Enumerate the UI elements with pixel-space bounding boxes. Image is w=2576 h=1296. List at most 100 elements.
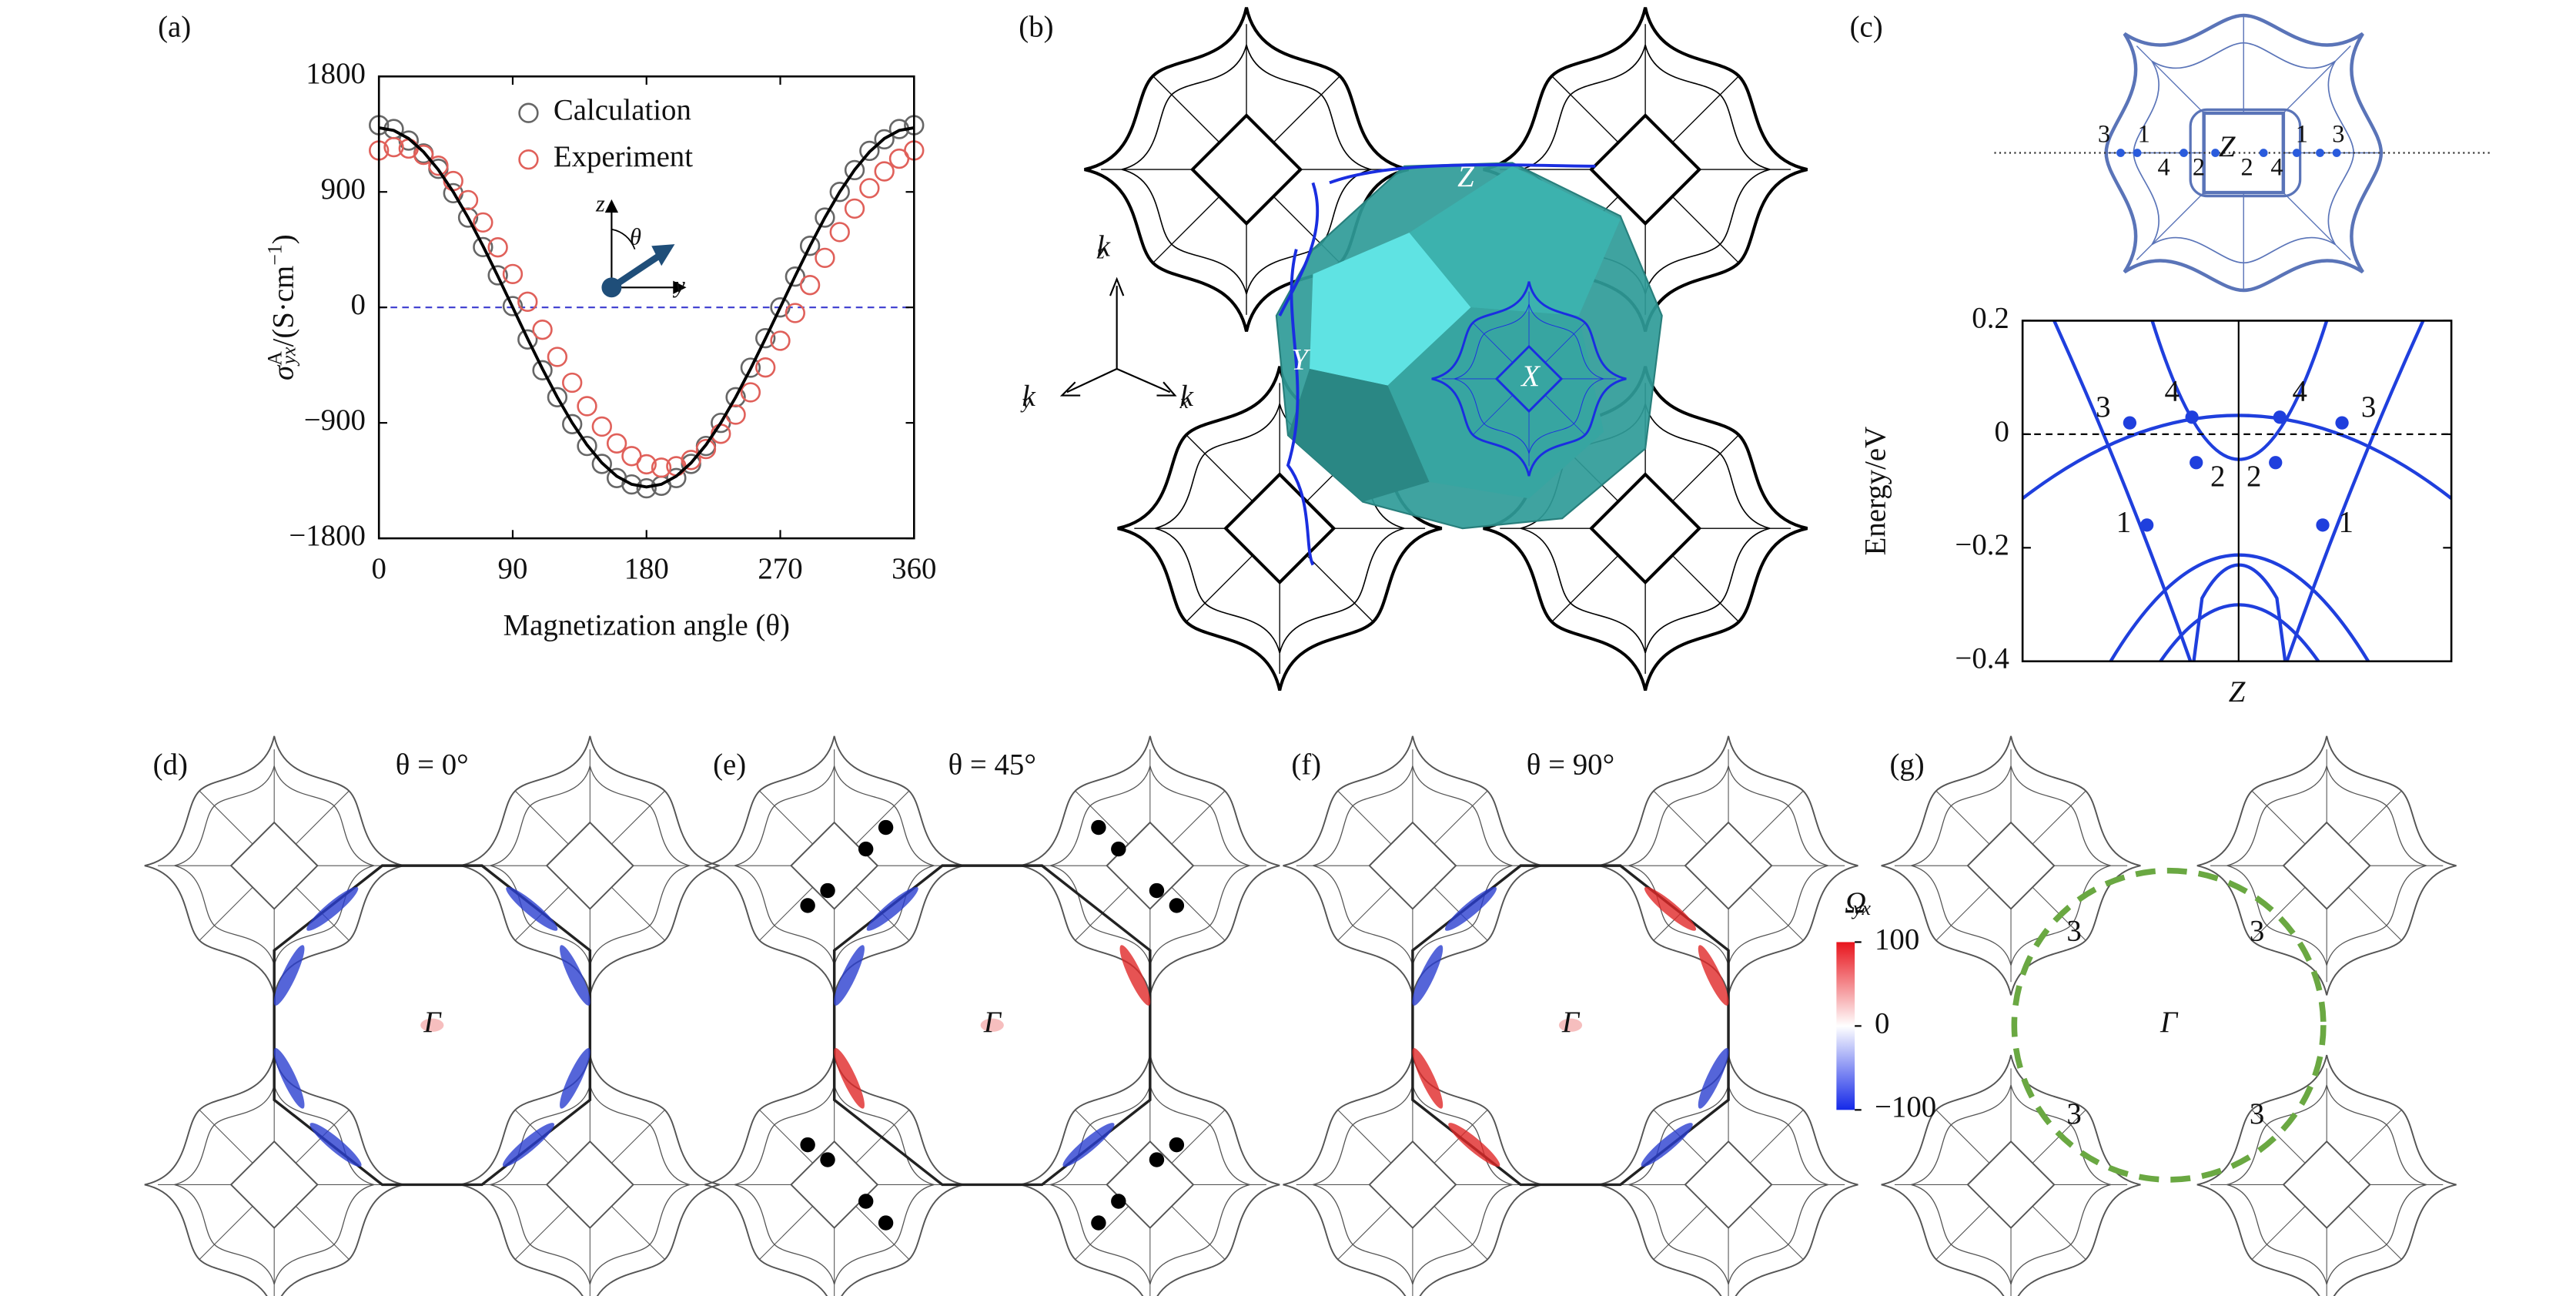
curvature-hotspot: [1062, 1123, 1115, 1167]
curvature-hotspot: [1444, 886, 1497, 931]
bz-face: [1409, 166, 1621, 316]
crossing-point: [2316, 518, 2330, 532]
y-tick-label: 0.2: [1972, 301, 2009, 334]
data-point: [859, 140, 880, 162]
data-point: [532, 360, 553, 380]
point-label: X: [1520, 360, 1541, 393]
map-panel: (f) θ = 90° Γ: [1282, 735, 1859, 1296]
panel-label: (c): [1850, 11, 1883, 44]
map-panel: 3 3 3 3 (g) Γ: [1880, 735, 2457, 1296]
weyl-point: [858, 841, 874, 857]
data-point: [473, 212, 493, 233]
curvature-hotspot: [1698, 945, 1729, 1006]
crossing-point: [2269, 456, 2283, 470]
x-tick-label: 360: [892, 552, 936, 585]
legend-label: Calculation: [554, 94, 691, 127]
panel-title: θ = 90°: [1527, 748, 1614, 782]
y-tick-label: 0: [350, 288, 365, 321]
k-axis-label-part: x: [1179, 390, 1189, 413]
panel-title: θ = 45°: [948, 748, 1036, 782]
data-point: [577, 435, 597, 457]
crossing-point: [2123, 416, 2137, 430]
gamma-label: Γ: [2159, 1006, 2179, 1039]
weyl-point: [800, 898, 815, 913]
crossing-point: [2185, 410, 2199, 424]
fermi-surface: [1278, 163, 1596, 566]
data-point: [487, 265, 508, 286]
y-axis-label-part: A: [264, 351, 286, 366]
bz-face: [1288, 369, 1430, 502]
angle-arc: [611, 228, 636, 249]
curvature-hotspot: [1412, 1048, 1444, 1109]
colorbar-label: Ωyx: [1845, 886, 1871, 920]
gamma-spot: [420, 1018, 444, 1032]
colorbar-tick-label: −100: [1875, 1090, 1936, 1124]
cut-label: 4: [2270, 154, 2283, 182]
curvature-hotspot: [309, 1123, 362, 1167]
data-point: [532, 320, 553, 340]
curvature-hotspot: [273, 945, 305, 1006]
weyl-point: [1169, 898, 1185, 913]
fit-curve: [378, 126, 915, 489]
panel-title: θ = 0°: [396, 748, 469, 782]
point-label: Z: [1457, 160, 1474, 193]
gamma-label: Γ: [983, 1006, 1002, 1039]
arrow-head: [651, 244, 675, 266]
data-point: [785, 266, 805, 287]
y-tick-label: −0.4: [1955, 642, 2009, 675]
data-point: [502, 263, 524, 285]
x-tick-label: 0: [371, 552, 386, 585]
data-point: [829, 182, 850, 203]
plot-frame: [2021, 320, 2453, 663]
colorbar-label-part: yx: [1851, 897, 1871, 919]
panel-label: (f): [1291, 748, 1321, 782]
curvature-hotspot: [834, 945, 865, 1006]
curvature-hotspot: [866, 886, 918, 931]
curvature-hotspot: [560, 945, 590, 1006]
y-tick-label: 900: [321, 172, 366, 206]
data-point: [740, 382, 761, 403]
data-point: [874, 161, 895, 182]
arrow-head: [1059, 276, 1177, 397]
y-tick-label: −1800: [289, 519, 366, 552]
k-axis-label-part: k: [1097, 230, 1111, 263]
inset-axes: z θ y: [595, 190, 687, 298]
data-point: [740, 357, 761, 378]
panel-b: (b) Z Y X: [1019, 8, 1807, 691]
map-panel: (e) θ = 45° Γ: [704, 735, 1281, 1296]
pocket-label: 3: [2066, 915, 2081, 948]
inset-label: z: [595, 190, 605, 216]
weyl-point: [878, 1215, 894, 1231]
panel-label: (b): [1019, 11, 1053, 44]
plot-frame: [377, 75, 915, 540]
colorbar: [1836, 942, 1855, 1110]
k-axis-label: ky: [1020, 380, 1036, 414]
colorbar-tick-label: 100: [1875, 923, 1919, 956]
data-point: [606, 433, 627, 454]
colorbar-axis: 100 0 −100 Ωyx: [1845, 886, 1936, 1124]
crossing-point: [2140, 518, 2154, 532]
y-axis-label-part: σ: [266, 364, 299, 380]
weyl-point: [858, 1194, 874, 1209]
curvature-hotspot: [834, 1048, 865, 1109]
point-label: 4: [2293, 374, 2307, 407]
curvature-hotspot: [1119, 945, 1151, 1006]
point-label: 2: [2246, 460, 2261, 493]
data-point: [815, 247, 835, 269]
data-point: [859, 178, 880, 199]
data-point: [591, 454, 612, 474]
x-axis-label: Z: [2229, 675, 2246, 708]
curvature-hotspot: [506, 886, 558, 931]
point-label: 3: [2096, 390, 2110, 424]
weyl-point: [820, 882, 835, 899]
legend-label: Experiment: [554, 140, 693, 173]
data-point: [577, 396, 597, 417]
data-point: [829, 222, 850, 243]
cut-label: 1: [2138, 120, 2150, 148]
data-point: [413, 144, 434, 166]
inset-origin: [601, 277, 622, 298]
y-tick-label: −0.2: [1955, 528, 2009, 561]
